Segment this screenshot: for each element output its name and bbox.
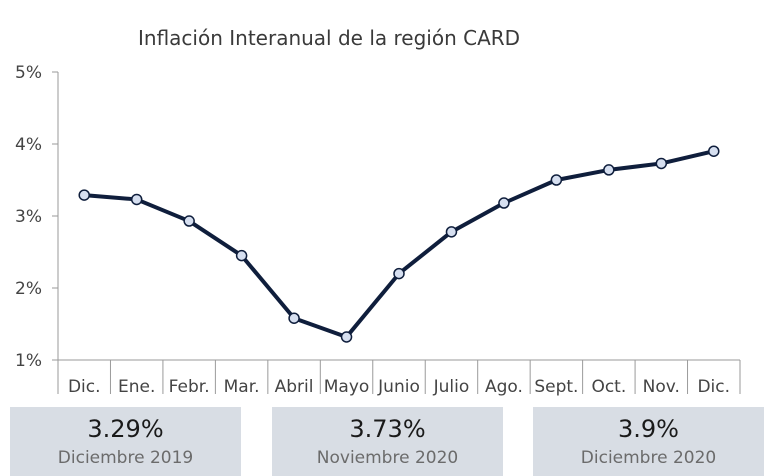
data-point <box>130 193 143 206</box>
x-tick-label: Junio <box>377 377 420 397</box>
kpi-value: 3.9% <box>618 415 679 443</box>
chart-axes <box>57 72 741 394</box>
y-tick-label: 3% <box>15 207 42 227</box>
data-point <box>708 145 720 157</box>
data-point <box>78 189 90 201</box>
data-point <box>445 226 458 238</box>
kpi-card-nov-2020: 3.73% Noviembre 2020 <box>272 407 503 476</box>
x-tick-label: Julio <box>433 377 470 397</box>
x-axis-ticks: Dic. Ene. Febr. Mar. Abril Mayo Junio Julio Ago.… <box>68 377 730 397</box>
y-tick-label: 4% <box>15 135 42 155</box>
y-tick-label: 2% <box>15 279 42 299</box>
series-line <box>84 149 715 339</box>
kpi-label: Diciembre 2019 <box>57 448 194 468</box>
y-tick-label: 1% <box>15 351 42 371</box>
series-inflation <box>78 145 720 343</box>
data-point <box>498 197 510 209</box>
data-point <box>393 267 405 280</box>
y-axis-ticks: 1% 2% 3% 4% 5% <box>15 63 58 371</box>
x-tick-label: Nov. <box>643 377 680 397</box>
x-tick-label: Mayo <box>324 377 370 397</box>
data-point <box>235 249 248 262</box>
data-point <box>340 331 353 343</box>
x-tick-label: Dic. <box>68 377 101 397</box>
data-point <box>183 215 195 227</box>
chart-title: Inflación Interanual de la región CARD <box>138 26 520 50</box>
kpi-card-dec-2020: 3.9% Diciembre 2020 <box>533 407 764 476</box>
data-point <box>603 164 615 176</box>
kpi-label: Noviembre 2020 <box>316 448 459 468</box>
x-tick-label: Ago. <box>485 377 523 397</box>
x-tick-label: Oct. <box>591 377 626 397</box>
x-tick-label: Abril <box>275 377 314 397</box>
y-tick-label: 5% <box>15 63 42 83</box>
x-tick-label: Mar. <box>224 377 260 397</box>
x-tick-label: Dic. <box>697 377 730 397</box>
data-point <box>288 312 300 324</box>
x-tick-label: Ene. <box>118 377 155 397</box>
x-tick-label: Febr. <box>169 377 210 397</box>
x-tick-label: Sept. <box>534 377 578 397</box>
kpi-label: Diciembre 2020 <box>580 448 717 468</box>
data-point <box>655 157 668 170</box>
kpi-value: 3.73% <box>349 415 426 443</box>
data-point <box>550 174 563 186</box>
line-chart: Inflación Interanual de la región CARD 1… <box>15 26 741 397</box>
kpi-card-dec-2019: 3.29% Diciembre 2019 <box>10 407 241 476</box>
kpi-value: 3.29% <box>87 415 164 443</box>
